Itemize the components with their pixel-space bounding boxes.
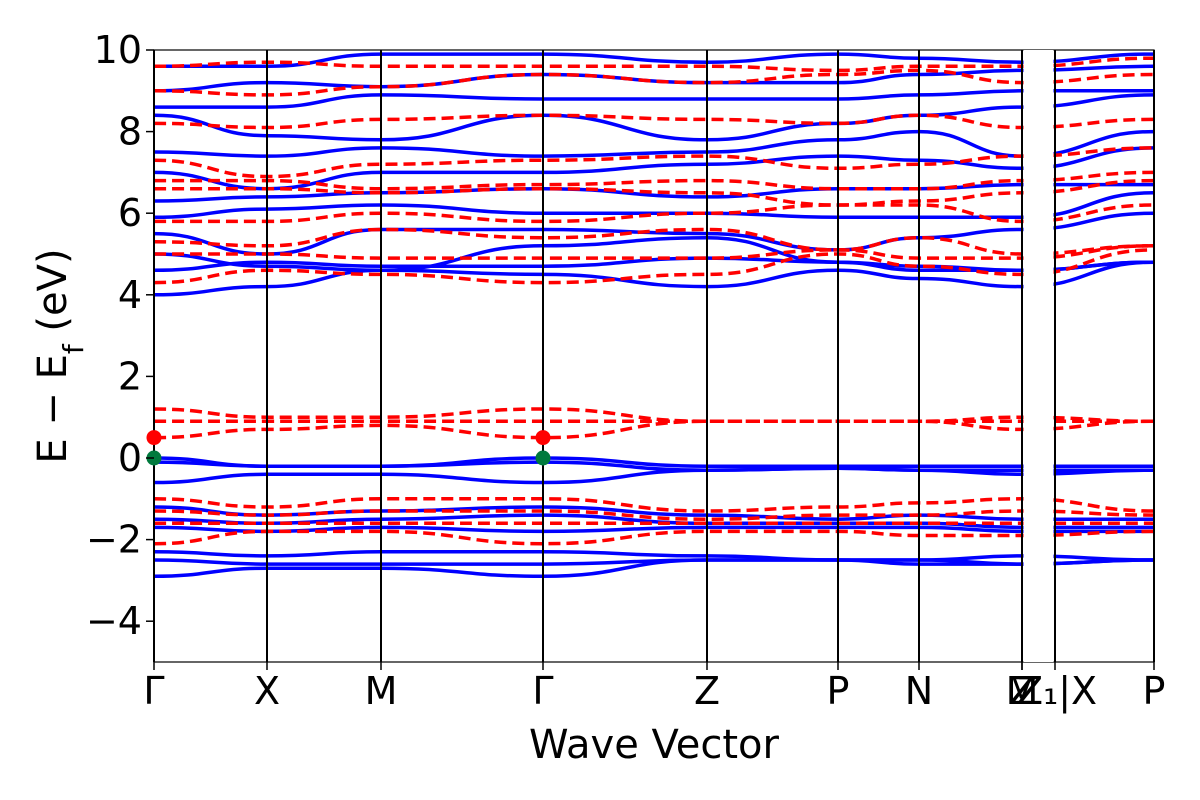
blue-band-5	[154, 182, 1154, 203]
red-band-16	[154, 529, 1154, 546]
red-band-14	[154, 509, 1154, 521]
band-lines	[154, 50, 1154, 662]
red-band-5	[154, 170, 1154, 191]
blue-band-9	[154, 89, 1154, 109]
blue-band-20	[154, 558, 1154, 579]
y-tick-label-3: 2	[118, 354, 142, 398]
y-axis-label: E − Ef (eV)	[30, 248, 90, 463]
y-tick-label-1: −2	[86, 518, 142, 562]
blue-band-14	[154, 466, 1154, 485]
x-tick-label-4: Z	[694, 669, 720, 713]
x-tick-label-1: X	[254, 669, 280, 713]
x-tick-label-7: Z	[1009, 669, 1035, 713]
plot-frame	[153, 49, 1155, 663]
x-tick-label-0: Γ	[143, 669, 164, 713]
blue-band-10	[154, 64, 1154, 93]
x-tick-label-8: M	[1006, 669, 1039, 713]
red-band-8	[154, 68, 1154, 97]
y-axis-label-unit: (eV)	[30, 248, 76, 344]
y-axis-label-sub: f	[57, 343, 90, 354]
plot-area	[153, 49, 1155, 663]
red-band-9	[154, 56, 1154, 73]
red-band-10	[154, 419, 1154, 440]
x-tick-label-overlap-0: Z₁|X	[1017, 669, 1097, 714]
blue-band-0	[154, 260, 1154, 297]
x-tick-label-6: N	[905, 669, 933, 713]
y-tick-label-2: 0	[118, 436, 142, 480]
path-break-gap	[1023, 50, 1054, 662]
blue-band-8	[154, 93, 1154, 142]
y-axis-ticks: −4 −2 0 2 4 6 8 10	[86, 28, 154, 643]
red-band-12	[154, 407, 1154, 424]
blue-band-2	[154, 235, 1154, 273]
red-band-3	[154, 203, 1154, 224]
red-band-2	[154, 227, 1154, 256]
x-axis-label: Wave Vector	[529, 722, 780, 768]
high-symmetry-lines	[153, 50, 1155, 662]
y-tick-label-4: 4	[118, 273, 142, 317]
x-tick-label-10: P	[1143, 669, 1166, 713]
y-tick-label-0: −4	[86, 599, 142, 643]
blue-band-18	[154, 550, 1154, 562]
red-band-6	[154, 146, 1154, 179]
red-band-13	[154, 497, 1154, 513]
band-edge-marker-1	[535, 430, 551, 446]
band-edge-marker-0	[146, 430, 162, 446]
blue-band-6	[154, 146, 1154, 191]
blue-band-16	[154, 513, 1154, 530]
y-tick-label-5: 6	[118, 191, 142, 235]
red-band-7	[154, 113, 1154, 130]
x-tick-label-3: Γ	[532, 669, 553, 713]
band-edge-markers	[146, 430, 551, 466]
blue-band-7	[154, 129, 1154, 158]
blue-band-17	[154, 525, 1154, 534]
y-axis-label-main: E − E	[30, 354, 76, 464]
band-edge-marker-3	[535, 450, 551, 466]
y-tick-label-6: 8	[118, 110, 142, 154]
blue-band-11	[154, 52, 1154, 69]
x-tick-label-5: P	[827, 669, 850, 713]
y-tick-label-7: 10	[94, 28, 142, 72]
x-axis-ticks: Γ X M Γ Z P N ZM PZ₁|X	[143, 662, 1165, 714]
blue-band-3	[154, 211, 1154, 256]
x-tick-label-2: M	[365, 669, 398, 713]
